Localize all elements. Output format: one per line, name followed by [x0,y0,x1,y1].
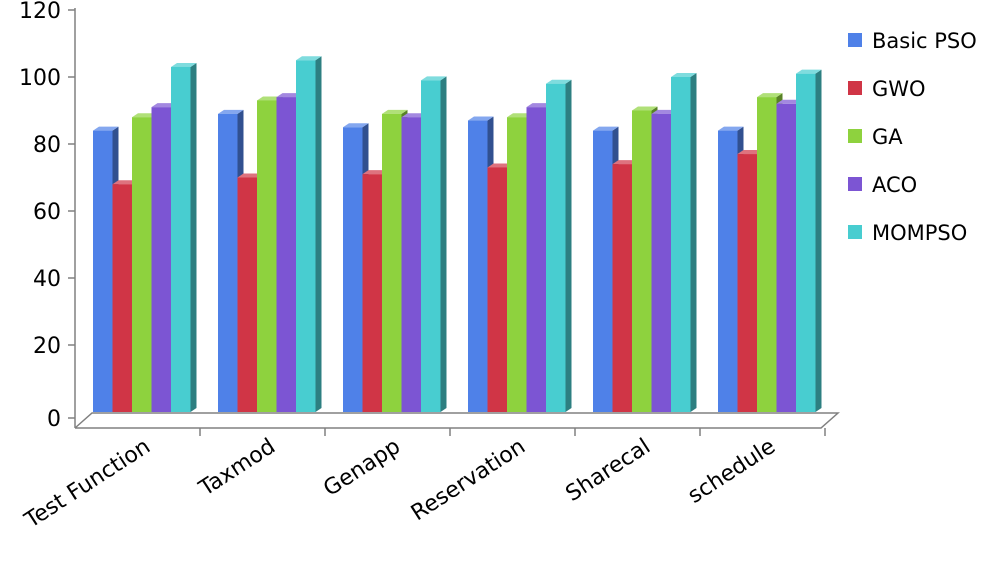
legend-swatch [848,33,862,47]
legend: Basic PSO GWO GA ACO MOMPSO [848,29,977,245]
bar [171,62,197,412]
y-tick-label: 20 [33,334,61,359]
legend-swatch [848,177,862,191]
x-category-label: Sharecal [562,434,655,507]
y-tick-label: 100 [19,66,61,91]
x-category-label: Genapp [319,434,405,502]
bar [796,69,822,413]
y-tick-label: 80 [33,133,61,158]
legend-swatch [848,225,862,239]
x-category-label: Taxmod [194,434,280,502]
legend-swatch [848,81,862,95]
x-category-label: Reservation [407,434,530,526]
chart-axes [74,8,840,429]
y-tick-label: 40 [33,267,61,292]
legend-label: MOMPSO [872,221,967,245]
legend-label: GA [872,125,903,149]
y-tick-label: 120 [19,0,61,24]
bar [421,76,447,412]
legend-label: GWO [872,77,926,101]
y-tick-label: 60 [33,200,61,225]
bar [671,73,697,412]
legend-swatch [848,129,862,143]
legend-label: ACO [872,173,917,197]
bar [296,56,322,412]
chart-floor [74,412,840,429]
x-category-label: Test Function [20,434,155,534]
y-tick-label: 0 [47,407,61,432]
x-axis-labels: Test Function Taxmod Genapp Reservation Shar… [20,428,826,534]
legend-label: Basic PSO [872,29,977,53]
y-axis-ticks: 0 20 40 60 80 100 120 [19,0,75,432]
chart-bars [93,56,822,413]
x-category-label: schedule [684,434,780,509]
bar [546,79,572,412]
